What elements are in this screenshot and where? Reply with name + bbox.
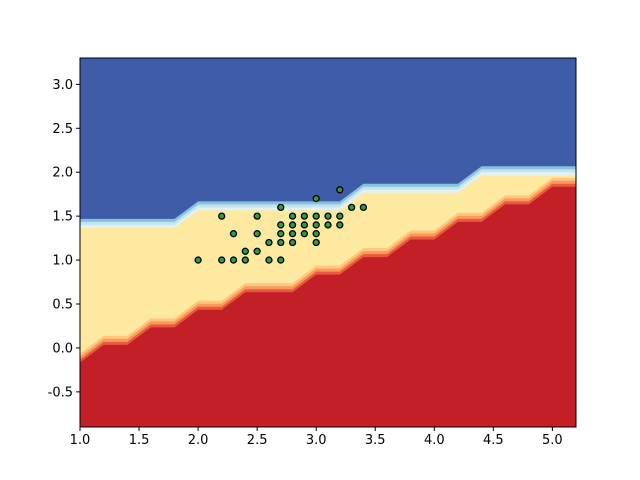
data-point	[347, 203, 356, 212]
data-point	[336, 221, 344, 229]
data-point	[253, 230, 261, 238]
data-point	[312, 230, 320, 238]
data-point	[288, 230, 297, 238]
y-tick-label: 1.5	[52, 210, 73, 225]
x-tick-label: 2.5	[247, 433, 268, 448]
data-point	[288, 212, 297, 220]
data-point	[324, 212, 332, 220]
data-point	[324, 221, 332, 229]
x-tick-label: 3.5	[365, 433, 386, 448]
y-tick-label: 2.0	[52, 166, 73, 181]
data-point	[253, 212, 261, 220]
plot-frame	[79, 57, 577, 428]
y-tick-label: 1.0	[52, 254, 73, 269]
upper-region	[80, 58, 576, 219]
data-point	[312, 212, 320, 220]
data-point	[277, 256, 285, 264]
x-tick-label: 1.0	[70, 433, 91, 448]
data-point	[336, 212, 344, 220]
data-point	[312, 238, 320, 247]
data-point	[277, 203, 285, 212]
y-tick-label: 0.5	[52, 298, 73, 313]
data-point	[194, 256, 202, 264]
data-point	[218, 256, 226, 264]
data-point	[288, 221, 297, 229]
data-point	[241, 256, 249, 264]
data-point	[265, 256, 273, 264]
data-point	[277, 221, 285, 229]
x-tick-label: 4.0	[424, 433, 445, 448]
data-point	[359, 203, 368, 212]
data-point	[265, 238, 273, 247]
data-point	[277, 238, 285, 247]
data-point	[312, 194, 320, 203]
x-tick-label: 5.0	[542, 433, 563, 448]
y-tick-label: 3.0	[52, 78, 73, 93]
data-point	[300, 230, 309, 238]
x-tick-label: 4.5	[483, 433, 504, 448]
data-points	[194, 186, 368, 264]
y-tick-label: 0.0	[52, 341, 73, 356]
data-point	[312, 221, 320, 229]
y-tick-label: -0.5	[48, 385, 73, 400]
data-point	[229, 230, 238, 238]
x-axis: 1.0 1.5 2.0 2.5 3.0 3.5 4.0 4.5 5.0	[70, 427, 563, 448]
data-point	[300, 221, 309, 229]
y-axis: -0.5 0.0 0.5 1.0 1.5 2.0 2.5 3.0	[48, 78, 80, 400]
data-point	[288, 238, 297, 247]
data-point	[277, 230, 285, 238]
data-point	[241, 247, 249, 255]
data-point	[336, 186, 344, 194]
x-tick-label: 3.0	[306, 433, 327, 448]
y-tick-label: 2.5	[52, 122, 73, 137]
x-tick-label: 1.5	[129, 433, 150, 448]
x-tick-label: 2.0	[188, 433, 209, 448]
data-point	[229, 256, 238, 264]
data-point	[253, 247, 261, 255]
data-point	[300, 212, 309, 220]
decision-regions	[80, 58, 576, 427]
data-point	[218, 212, 226, 220]
